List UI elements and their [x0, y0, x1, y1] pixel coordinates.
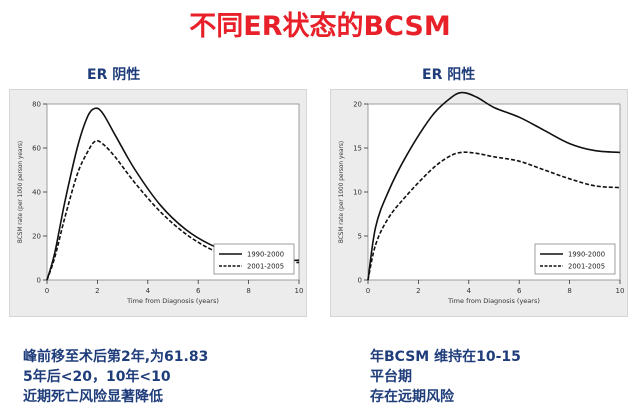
- y-tick-label: 20: [32, 233, 41, 241]
- chart-er-negative: 0 2 4 6 8 10 0 20 40 60 80 Time from Diagnosis (yea…: [18, 101, 304, 306]
- y-tick-label: 5: [358, 233, 362, 241]
- y-tick-label: 40: [32, 189, 41, 197]
- legend-label: 2001-2005: [247, 263, 284, 271]
- legend-label: 1990-2000: [247, 251, 284, 259]
- legend-label: 1990-2000: [568, 251, 605, 259]
- y-tick-label: 20: [353, 101, 362, 109]
- series-line-2001-2005: [367, 151, 621, 281]
- y-tick-label: 0: [358, 277, 362, 285]
- note-line: 峰前移至术后第2年,为61.83: [23, 349, 209, 365]
- x-axis-label: Time from Diagnosis (years): [126, 297, 219, 305]
- x-tick-label: 10: [616, 287, 625, 295]
- y-axis-label: BCSM rate (per 1000 person years): [18, 141, 24, 243]
- note-line: 年BCSM 维持在10-15: [370, 349, 521, 365]
- panel-title-er-negative: ER 阴性: [87, 67, 141, 83]
- x-tick-label: 8: [246, 287, 250, 295]
- x-tick-label: 0: [45, 287, 49, 295]
- y-tick-label: 60: [32, 145, 41, 153]
- x-tick-label: 4: [146, 287, 151, 295]
- x-tick-label: 0: [366, 287, 370, 295]
- x-tick-label: 4: [467, 287, 472, 295]
- x-axis-label: Time from Diagnosis (years): [447, 297, 540, 305]
- notes-right: 年BCSM 维持在10-15 平台期 存在远期风险: [370, 347, 521, 407]
- chart-panel-er-positive: 0 2 4 6 8 10 0 5 10 15 20 Time from Diagnosis (year…: [330, 89, 628, 317]
- x-tick-label: 2: [416, 287, 420, 295]
- note-line: 平台期: [370, 369, 412, 385]
- y-tick-label: 10: [353, 189, 362, 197]
- y-tick-label: 15: [353, 145, 362, 153]
- note-line: 存在远期风险: [370, 389, 454, 405]
- y-tick-label: 80: [32, 101, 41, 109]
- x-tick-label: 2: [95, 287, 99, 295]
- y-axis-label: BCSM rate (per 1000 person years): [339, 141, 345, 243]
- chart-er-positive: 0 2 4 6 8 10 0 5 10 15 20 Time from Diagnosis (year…: [339, 91, 625, 305]
- legend-box: [213, 243, 295, 275]
- panel-title-er-positive: ER 阳性: [422, 67, 476, 83]
- legend-box: [534, 243, 616, 275]
- notes-left: 峰前移至术后第2年,为61.83 5年后<20，10年<10 近期死亡风险显著降…: [23, 347, 208, 407]
- x-tick-label: 10: [295, 287, 304, 295]
- legend: 1990-2000 2001-2005: [213, 243, 295, 275]
- note-line: 5年后<20，10年<10: [23, 369, 171, 385]
- x-tick-label: 8: [567, 287, 571, 295]
- legend-label: 2001-2005: [568, 263, 605, 271]
- x-tick-label: 6: [517, 287, 522, 295]
- series-line-1990-2000: [367, 91, 621, 281]
- page-title: 不同ER状态的BCSM: [189, 11, 451, 42]
- legend: 1990-2000 2001-2005: [534, 243, 616, 275]
- y-tick-label: 0: [37, 277, 41, 285]
- x-tick-label: 6: [196, 287, 201, 295]
- chart-panel-er-negative: 0 2 4 6 8 10 0 20 40 60 80 Time from Diagnosis (yea…: [9, 89, 307, 317]
- note-line: 近期死亡风险显著降低: [23, 389, 163, 405]
